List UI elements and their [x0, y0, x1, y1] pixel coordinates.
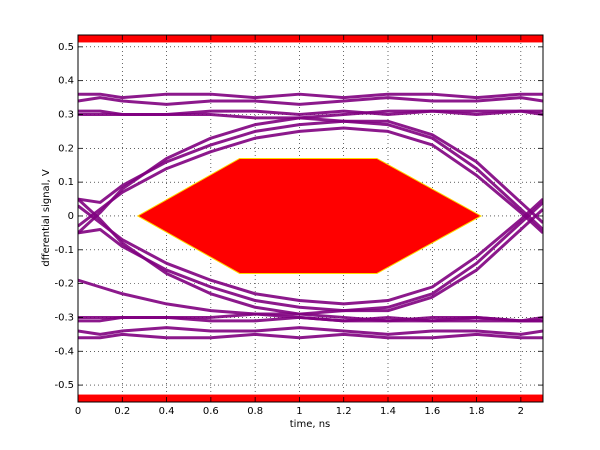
mask-band: [78, 35, 543, 43]
eye-trace: [78, 208, 543, 313]
eye-trace: [78, 92, 543, 100]
eye-trace: [78, 112, 543, 231]
data-layer: [78, 35, 543, 402]
eye-trace: [78, 278, 543, 323]
y-tick-label: 0.4: [58, 76, 74, 87]
y-tick-label: -0.5: [54, 380, 74, 391]
plot-frame: [77, 34, 544, 403]
x-tick-label: 0.8: [247, 406, 263, 417]
eye-trace: [78, 119, 543, 224]
y-tick-label: 0.5: [58, 42, 74, 53]
x-axis-label: time, ns: [290, 419, 331, 430]
y-axis-label: dfferential signal, V: [41, 169, 52, 266]
eye-trace: [78, 126, 543, 234]
axes: 0 0.2 0.4 0.6 0.8 1 1.2 1.4 1.6 1.8 2 -0.5 -0.4 -0.3 -…: [54, 35, 543, 417]
y-tick-label: -0.2: [54, 279, 74, 290]
x-tick-label: 1.2: [336, 406, 352, 417]
eye-trace: [78, 197, 543, 306]
eye-trace: [78, 96, 543, 106]
eye-trace: [78, 332, 543, 340]
eye-trace: [78, 201, 543, 319]
x-tick-label: 1.6: [424, 406, 440, 417]
x-tick-label: 0.4: [159, 406, 175, 417]
y-tick-label: -0.3: [54, 312, 74, 323]
eye-trace: [78, 326, 543, 336]
y-tick-label: 0: [68, 211, 74, 222]
x-tick-label: 2: [518, 406, 524, 417]
x-tick-label: 0.6: [203, 406, 219, 417]
y-tick-label: 0.2: [58, 143, 74, 154]
x-tick-label: 0.2: [114, 406, 130, 417]
x-tick-label: 0: [75, 406, 81, 417]
y-tick-label: 0.1: [58, 177, 74, 188]
y-tick-label: -0.1: [54, 245, 74, 256]
x-tick-label: 1.4: [380, 406, 396, 417]
eye-mask: [136, 157, 483, 274]
mask-band: [78, 394, 543, 402]
y-tick-label: -0.4: [54, 346, 74, 357]
x-tick-label: 1: [296, 406, 302, 417]
x-tick-label: 1.8: [469, 406, 485, 417]
y-tick-label: 0.3: [58, 109, 74, 120]
